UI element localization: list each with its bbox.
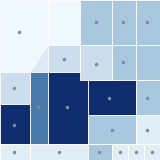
Polygon shape (112, 144, 128, 160)
Polygon shape (0, 72, 30, 104)
Polygon shape (80, 45, 112, 80)
Polygon shape (112, 45, 136, 80)
Polygon shape (128, 144, 144, 160)
Polygon shape (144, 144, 160, 160)
Polygon shape (48, 45, 80, 72)
Polygon shape (136, 0, 160, 45)
Polygon shape (48, 72, 88, 144)
Polygon shape (0, 104, 30, 144)
Polygon shape (112, 0, 136, 45)
Polygon shape (30, 144, 88, 160)
Polygon shape (80, 0, 112, 45)
Polygon shape (88, 80, 136, 115)
Polygon shape (48, 0, 80, 45)
Polygon shape (0, 0, 48, 72)
Polygon shape (136, 45, 160, 80)
Polygon shape (0, 144, 30, 160)
Polygon shape (88, 144, 112, 160)
Polygon shape (136, 115, 160, 144)
Polygon shape (88, 115, 136, 144)
Polygon shape (136, 80, 160, 115)
Polygon shape (30, 72, 48, 144)
